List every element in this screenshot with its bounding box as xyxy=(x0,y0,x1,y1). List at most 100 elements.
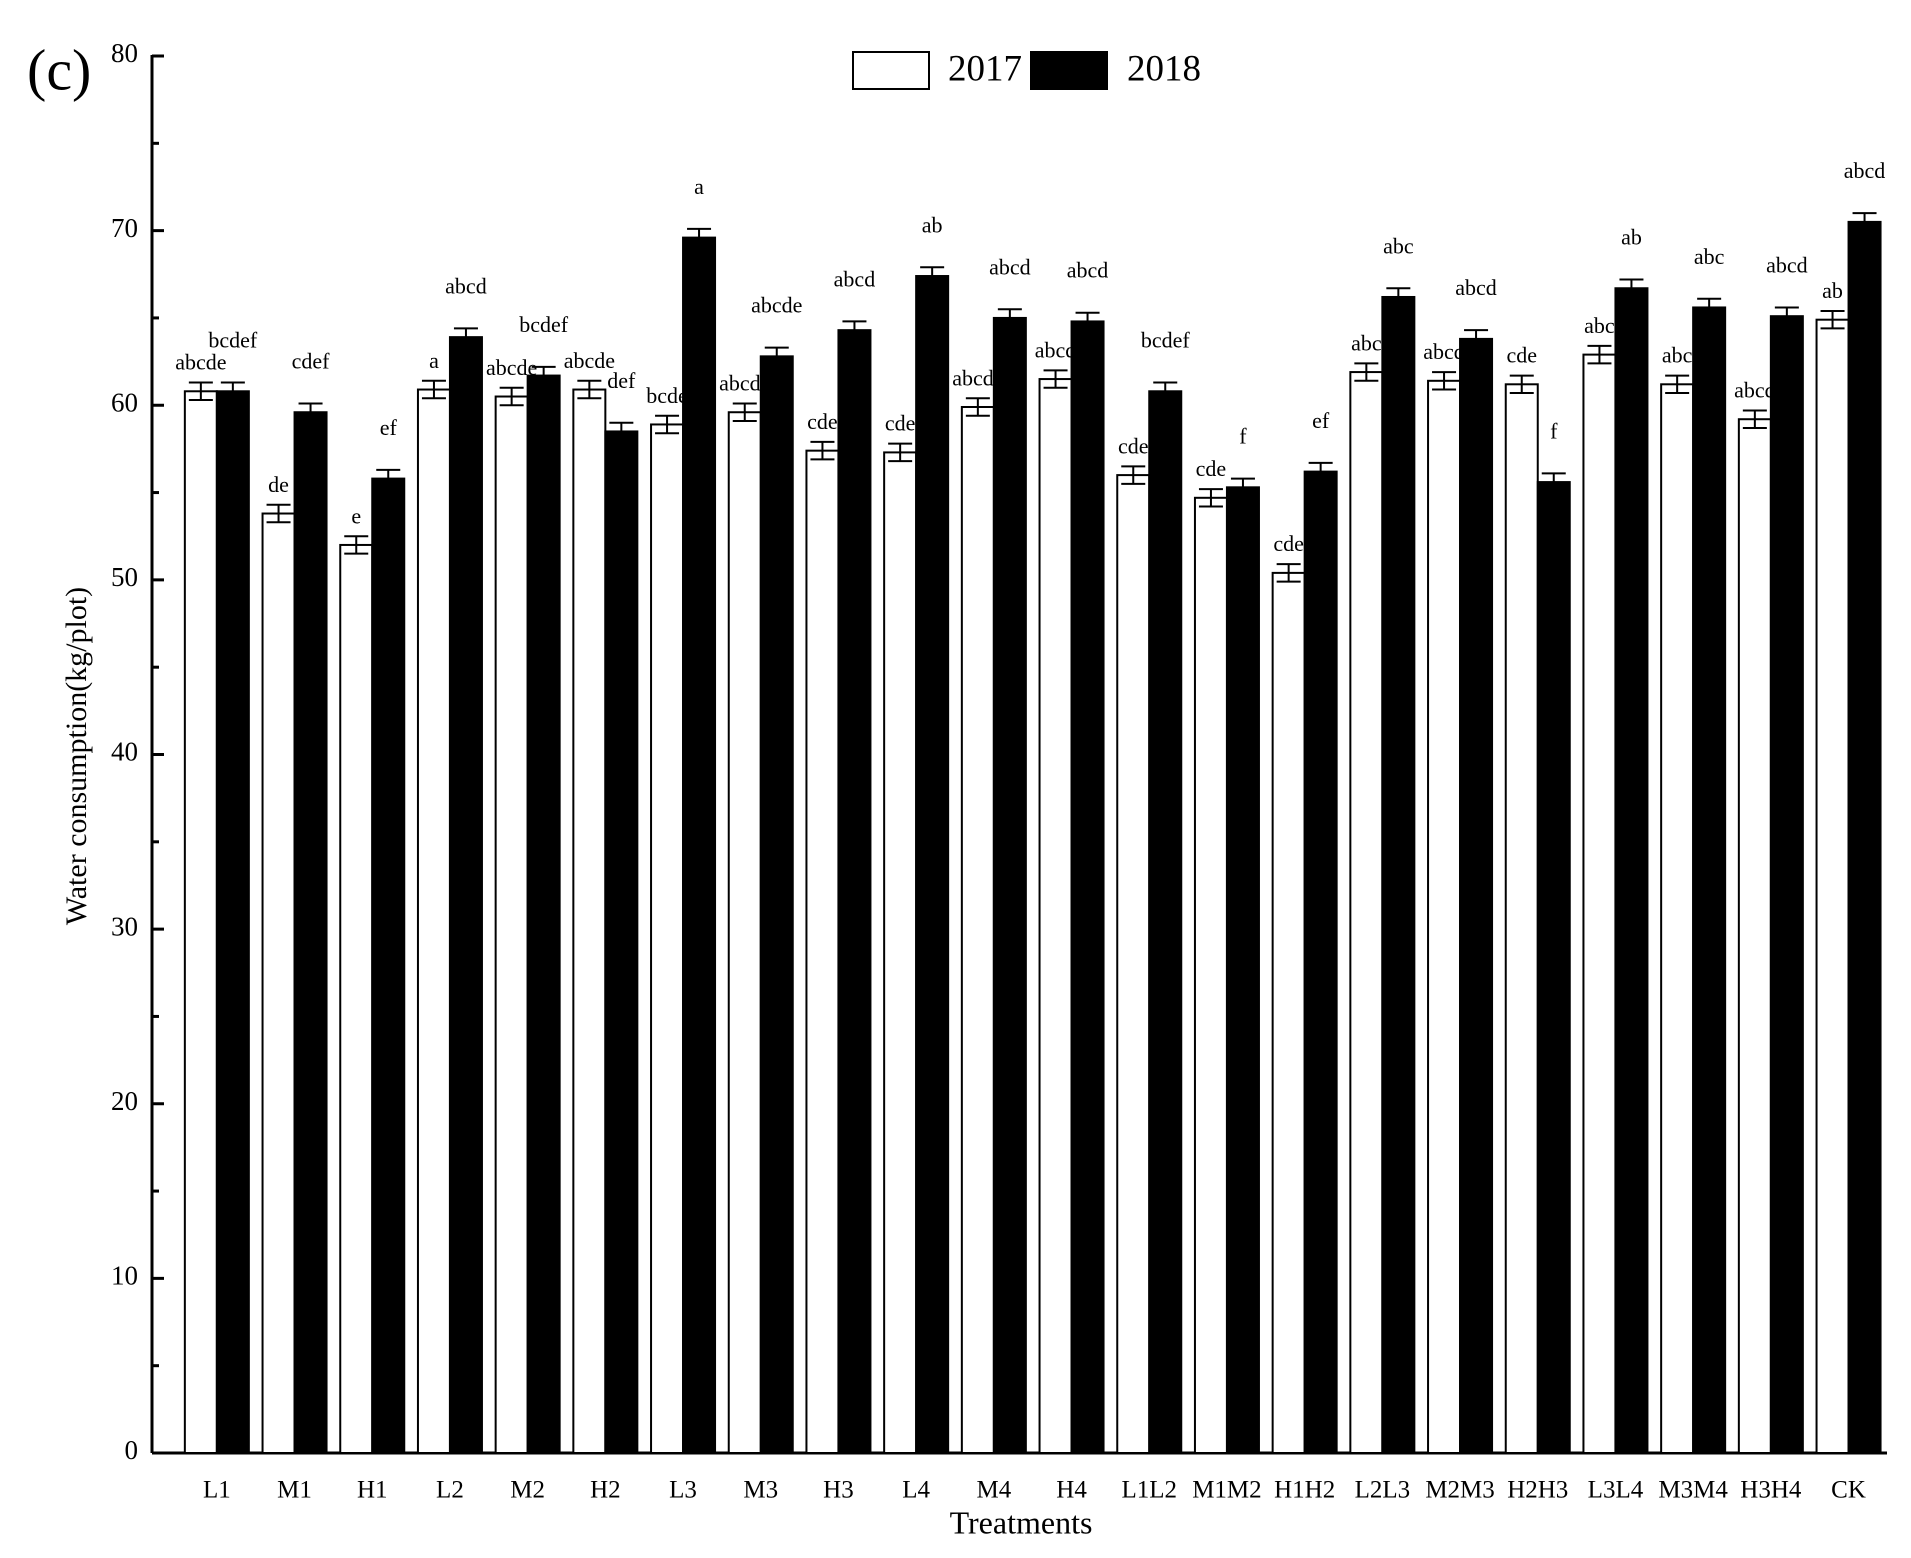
significance-label: cde xyxy=(1196,456,1227,481)
significance-label: cde xyxy=(1273,531,1304,556)
error-bar xyxy=(1075,311,1100,332)
legend-label: 2018 xyxy=(1127,48,1201,89)
x-tick-label: H1H2 xyxy=(1274,1477,1335,1504)
bar xyxy=(1271,571,1306,1454)
error-bar xyxy=(1742,409,1767,429)
y-tick-label: 50 xyxy=(111,562,138,592)
bar xyxy=(1614,287,1649,1455)
error-bar xyxy=(1153,381,1178,402)
x-tick-label: H3 xyxy=(823,1477,854,1504)
significance-label: bcdef xyxy=(1141,328,1191,353)
bar xyxy=(1847,220,1882,1454)
x-tick-label: H2H3 xyxy=(1507,1477,1568,1504)
x-tick-label: M1 xyxy=(277,1477,312,1504)
bar xyxy=(1815,318,1850,1455)
error-bar xyxy=(1121,465,1146,485)
significance-label: a xyxy=(429,348,439,373)
significance-label: abcd xyxy=(1035,337,1077,362)
error-bar xyxy=(920,266,945,286)
bar xyxy=(1381,295,1416,1454)
significance-label: abcde xyxy=(564,348,615,373)
significance-label: abc xyxy=(1584,313,1615,338)
bar xyxy=(1536,481,1571,1454)
significance-label: abc xyxy=(1694,244,1725,269)
legend-swatch xyxy=(852,51,930,90)
y-tick-label: 20 xyxy=(111,1086,138,1116)
bar xyxy=(883,451,918,1454)
error-bar xyxy=(1432,371,1457,391)
bar xyxy=(1427,379,1462,1454)
bar xyxy=(805,449,840,1454)
bar xyxy=(1303,470,1338,1455)
bar xyxy=(572,388,607,1455)
bar xyxy=(1737,418,1772,1455)
significance-label: abcd xyxy=(834,266,876,291)
bar xyxy=(1459,337,1494,1455)
x-tick-label: H2 xyxy=(590,1477,621,1504)
error-bar xyxy=(1230,477,1255,498)
x-tick-label: H4 xyxy=(1056,1477,1087,1504)
x-tick-label: M4 xyxy=(976,1477,1011,1504)
significance-label: bcdef xyxy=(519,312,569,337)
bar xyxy=(727,411,762,1454)
error-bar xyxy=(298,402,323,422)
bar xyxy=(992,316,1027,1454)
error-bar xyxy=(810,440,835,461)
significance-label: abcd xyxy=(1734,378,1776,403)
error-bar xyxy=(1697,297,1722,318)
bar xyxy=(1692,306,1727,1455)
error-bar xyxy=(965,397,990,417)
x-tick-label: M2M3 xyxy=(1425,1477,1494,1504)
x-tick-label: L3L4 xyxy=(1588,1477,1644,1504)
legend-label: 2017 xyxy=(948,48,1022,89)
error-bar xyxy=(1043,369,1068,389)
significance-label: abcd xyxy=(1766,253,1808,278)
bar xyxy=(604,430,639,1455)
y-axis-title: Water consumption(kg/plot) xyxy=(60,587,93,925)
bar xyxy=(293,411,328,1454)
bar xyxy=(1148,390,1183,1454)
error-bar xyxy=(609,421,634,442)
significance-label: cde xyxy=(807,409,838,434)
error-bar xyxy=(1198,488,1223,508)
error-bar xyxy=(842,320,867,340)
bar xyxy=(682,236,717,1455)
x-tick-label: L1L2 xyxy=(1121,1477,1177,1504)
significance-label: abcd xyxy=(989,254,1031,279)
bar xyxy=(1504,383,1539,1454)
significance-label: a xyxy=(694,174,704,199)
significance-label: cde xyxy=(1118,433,1149,458)
significance-label: ab xyxy=(922,212,943,237)
error-bar xyxy=(1464,329,1489,349)
significance-label: ef xyxy=(1312,408,1330,433)
bar xyxy=(1660,383,1695,1454)
y-tick-label: 60 xyxy=(111,387,138,417)
x-tick-label: CK xyxy=(1831,1477,1866,1504)
significance-label: def xyxy=(607,368,636,393)
bar xyxy=(960,405,995,1455)
significance-label: cde xyxy=(885,411,916,436)
bar xyxy=(1116,474,1151,1455)
error-bar xyxy=(997,308,1022,328)
bar xyxy=(759,355,794,1455)
bar xyxy=(837,329,872,1454)
bar xyxy=(1582,353,1617,1454)
x-tick-label: M1M2 xyxy=(1192,1477,1261,1504)
bar xyxy=(261,512,296,1454)
error-bar xyxy=(421,379,446,400)
bar xyxy=(1038,378,1073,1454)
panel-label: (c) xyxy=(27,37,91,102)
significance-label: abcd xyxy=(1067,258,1109,283)
error-bar xyxy=(531,365,556,386)
bar xyxy=(1769,315,1804,1454)
error-bar xyxy=(344,535,369,555)
bar xyxy=(448,336,483,1454)
error-bar xyxy=(1509,374,1534,395)
error-bar xyxy=(1541,472,1566,492)
x-tick-label: L4 xyxy=(902,1477,930,1504)
x-tick-label: H1 xyxy=(357,1477,388,1504)
x-tick-label: M3 xyxy=(743,1477,778,1504)
significance-label: abc xyxy=(1383,233,1414,258)
significance-label: ab xyxy=(1822,278,1843,303)
